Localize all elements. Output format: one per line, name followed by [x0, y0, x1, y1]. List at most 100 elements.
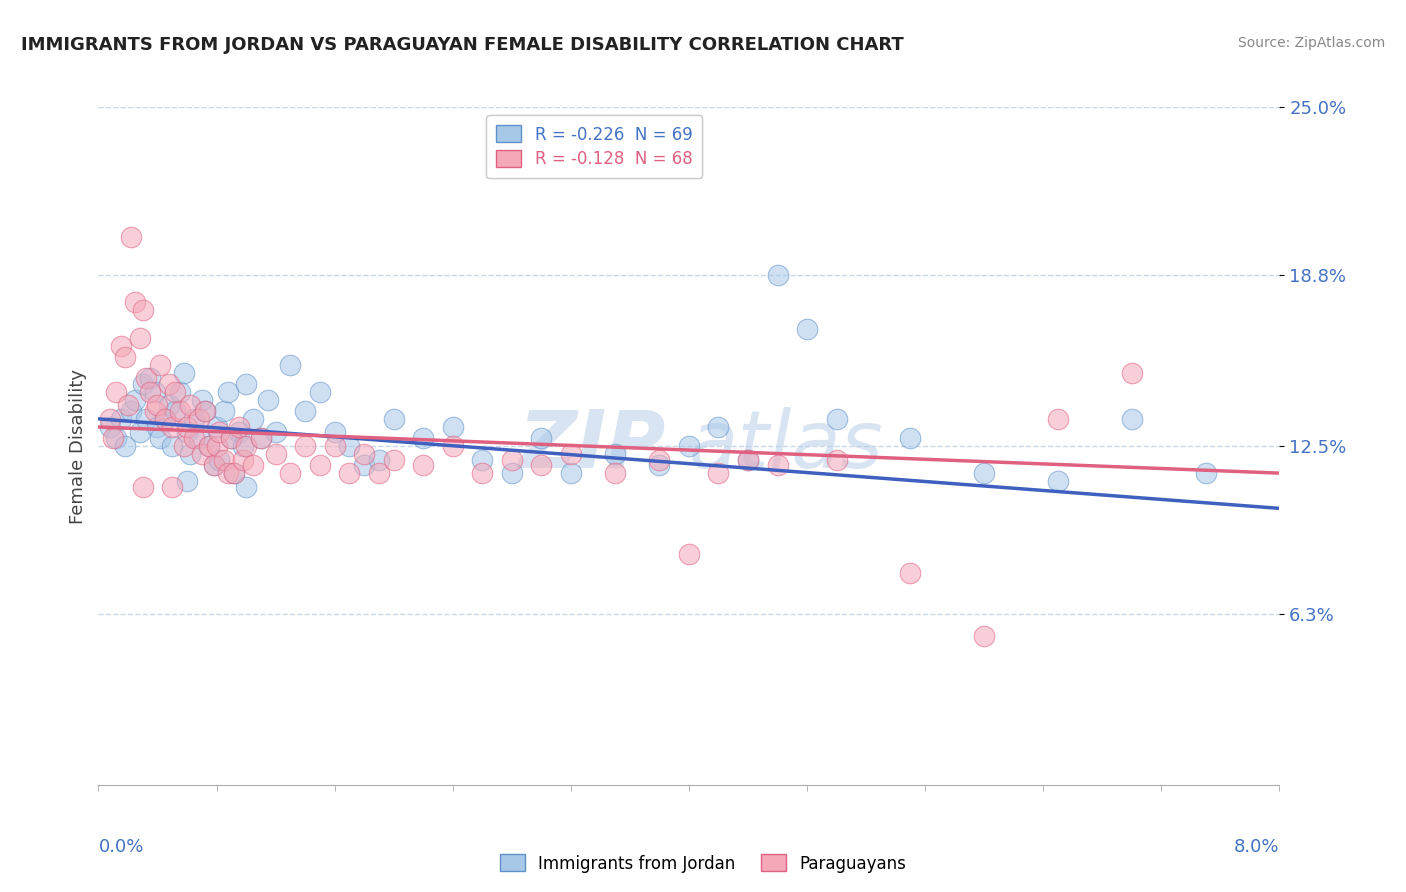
Point — [648, 452, 671, 467]
Point — [143, 384, 166, 399]
Point — [560, 447, 582, 461]
Point — [128, 330, 150, 344]
Point — [221, 431, 243, 445]
Point — [105, 431, 128, 445]
Point — [678, 548, 700, 562]
Point — [825, 452, 848, 467]
Point — [208, 425, 231, 440]
Point — [198, 439, 221, 453]
Point — [135, 412, 157, 426]
Point — [103, 431, 125, 445]
Point — [280, 358, 302, 372]
Text: 8.0%: 8.0% — [1234, 838, 1279, 856]
Point — [198, 439, 221, 453]
Point — [98, 412, 121, 426]
Point — [202, 458, 225, 472]
Point — [471, 452, 494, 467]
Point — [471, 466, 494, 480]
Point — [120, 403, 142, 417]
Point — [737, 452, 759, 467]
Point — [139, 371, 162, 385]
Point — [191, 447, 214, 461]
Point — [382, 412, 405, 426]
Point — [149, 358, 172, 372]
Point — [1046, 475, 1070, 489]
Point — [183, 412, 205, 426]
Point — [162, 420, 183, 434]
Point — [169, 403, 191, 417]
Point — [217, 384, 239, 399]
Point — [605, 466, 627, 480]
Point — [157, 398, 180, 412]
Point — [353, 458, 375, 472]
Point — [110, 412, 132, 426]
Legend: R = -0.226  N = 69, R = -0.128  N = 68: R = -0.226 N = 69, R = -0.128 N = 68 — [486, 115, 703, 178]
Point — [149, 431, 172, 445]
Point — [368, 466, 391, 480]
Point — [250, 431, 273, 445]
Point — [162, 480, 183, 494]
Point — [153, 412, 176, 426]
Point — [530, 431, 553, 445]
Point — [132, 303, 155, 318]
Point — [309, 458, 332, 472]
Text: Source: ZipAtlas.com: Source: ZipAtlas.com — [1237, 36, 1385, 50]
Point — [707, 466, 730, 480]
Point — [224, 466, 246, 480]
Point — [135, 371, 157, 385]
Point — [205, 420, 228, 434]
Point — [187, 412, 209, 426]
Point — [678, 439, 700, 453]
Point — [1121, 366, 1143, 380]
Point — [117, 398, 139, 412]
Point — [120, 230, 142, 244]
Point — [114, 350, 136, 364]
Point — [232, 439, 254, 453]
Point — [235, 439, 257, 453]
Point — [973, 629, 995, 643]
Point — [232, 452, 254, 467]
Point — [165, 384, 187, 399]
Point — [737, 452, 759, 467]
Point — [187, 431, 209, 445]
Point — [605, 447, 627, 461]
Legend: Immigrants from Jordan, Paraguayans: Immigrants from Jordan, Paraguayans — [494, 847, 912, 880]
Point — [173, 366, 195, 380]
Point — [143, 403, 166, 417]
Point — [264, 447, 287, 461]
Text: 0.0%: 0.0% — [98, 838, 143, 856]
Point — [242, 412, 264, 426]
Point — [110, 339, 132, 353]
Point — [339, 439, 361, 453]
Point — [530, 458, 553, 472]
Point — [412, 431, 434, 445]
Point — [202, 458, 225, 472]
Point — [1046, 412, 1070, 426]
Point — [208, 452, 231, 467]
Point — [235, 480, 257, 494]
Point — [212, 403, 235, 417]
Point — [323, 425, 346, 440]
Point — [1121, 412, 1143, 426]
Point — [183, 431, 205, 445]
Point — [124, 295, 146, 310]
Point — [169, 384, 191, 399]
Point — [114, 439, 136, 453]
Point — [228, 425, 250, 440]
Point — [139, 384, 162, 399]
Point — [194, 403, 217, 417]
Point — [560, 466, 582, 480]
Point — [900, 431, 922, 445]
Point — [228, 420, 250, 434]
Point — [179, 398, 201, 412]
Point — [105, 384, 128, 399]
Point — [294, 439, 316, 453]
Point — [173, 439, 195, 453]
Point — [766, 458, 789, 472]
Point — [157, 376, 180, 391]
Point — [194, 403, 217, 417]
Point — [382, 452, 405, 467]
Point — [339, 466, 361, 480]
Point — [766, 268, 789, 282]
Point — [501, 466, 523, 480]
